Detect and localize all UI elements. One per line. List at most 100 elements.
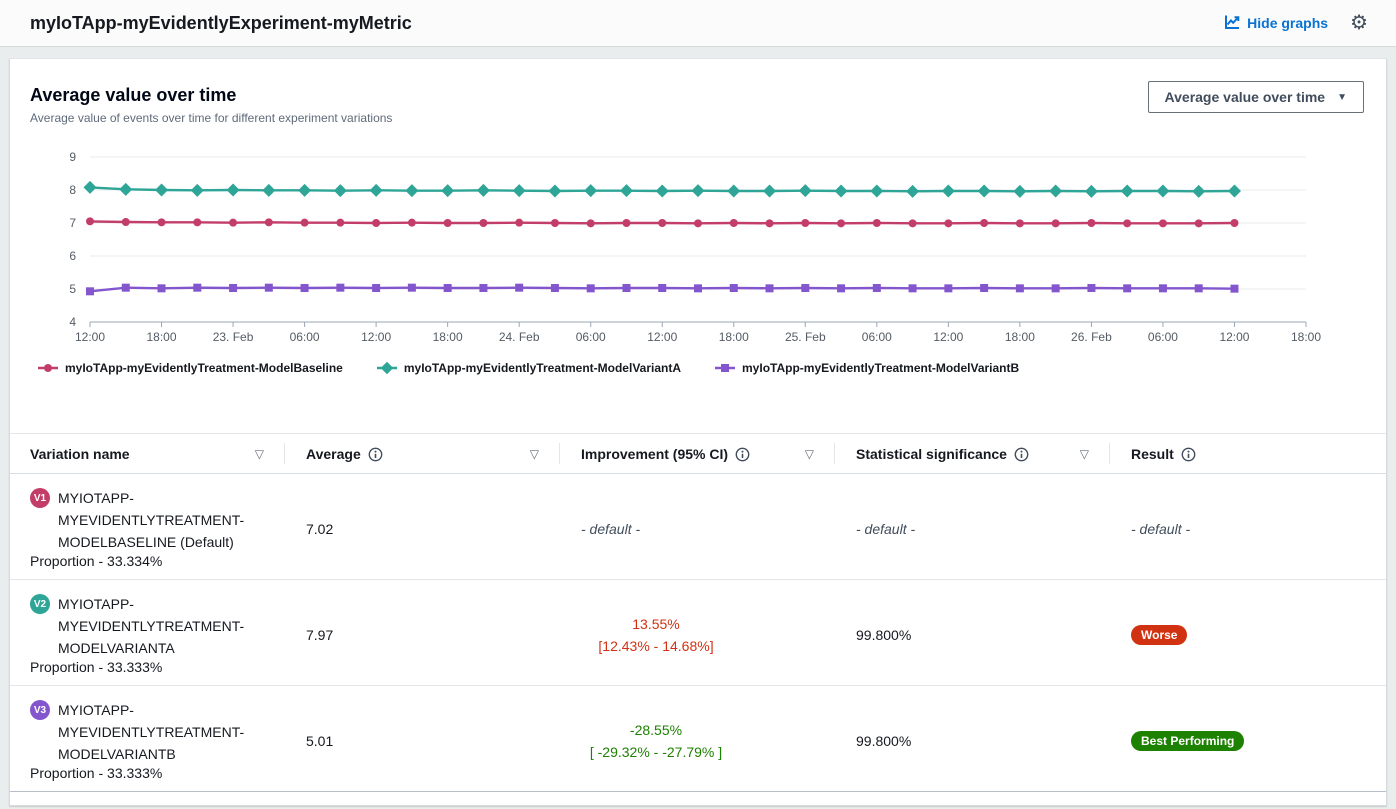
svg-text:12:00: 12:00 xyxy=(647,330,677,344)
improvement-value: -28.55% [ -29.32% - -27.79% ] xyxy=(581,719,731,763)
svg-text:9: 9 xyxy=(69,150,76,164)
variation-name-line: MYEVIDENTLYTREATMENT- xyxy=(58,512,245,528)
column-label: Variation name xyxy=(30,445,130,462)
column-header-improvement-95-ci-: Improvement (95% CI) ▽ xyxy=(559,434,834,473)
average-value: 7.97 xyxy=(306,627,334,643)
table-row: V1 MYIOTAPP- MYEVIDENTLYTREATMENT- MODELBAS… xyxy=(10,474,1386,580)
variation-name-line: MYIOTAPP- xyxy=(58,490,134,506)
variation-name-cell: V3 MYIOTAPP- MYEVIDENTLYTREATMENT- MODELVAR… xyxy=(10,686,284,796)
improvement-cell: -28.55% [ -29.32% - -27.79% ] xyxy=(559,686,834,796)
significance-value: 99.800% xyxy=(856,733,912,749)
result-badge: Worse xyxy=(1131,625,1188,645)
sort-icon[interactable]: ▽ xyxy=(804,446,814,461)
improvement-cell: 13.55% [12.43% - 14.68%] xyxy=(559,580,834,690)
variation-name-line: MODELVARIANTB xyxy=(58,746,176,762)
svg-text:6: 6 xyxy=(69,249,76,263)
variation-name: MYIOTAPP- MYEVIDENTLYTREATMENT- MODELVARIA… xyxy=(58,699,244,765)
variation-name-line: MYIOTAPP- xyxy=(58,702,134,718)
variation-name-line: MODELVARIANTA xyxy=(58,640,175,656)
svg-text:18:00: 18:00 xyxy=(147,330,177,344)
average-value: 7.02 xyxy=(306,521,334,537)
page-title: myIoTApp-myEvidentlyExperiment-myMetric xyxy=(30,12,412,33)
info-icon[interactable] xyxy=(1014,447,1029,462)
timeseries-chart: 4 5 6 7 8 9 12:00 18:00 23. Feb 06:00 12:00 18:00 24… xyxy=(69,150,1321,344)
line-chart-icon xyxy=(1224,14,1240,33)
significance-cell: 99.800% xyxy=(834,686,1109,796)
variation-name: MYIOTAPP- MYEVIDENTLYTREATMENT- MODELVARIA… xyxy=(58,593,244,659)
svg-text:24. Feb: 24. Feb xyxy=(499,330,540,344)
column-label: Improvement (95% CI) xyxy=(581,445,729,462)
table-header: Variation name ▽ Average ▽ Improvement (95% … xyxy=(10,434,1386,474)
table-row: V3 MYIOTAPP- MYEVIDENTLYTREATMENT- MODELVAR… xyxy=(10,686,1386,792)
metric-widget-card: Average value over time Average value of… xyxy=(9,58,1387,806)
svg-text:12:00: 12:00 xyxy=(75,330,105,344)
variation-name-line: MODELBASELINE (Default) xyxy=(58,534,234,550)
result-cell: Worse xyxy=(1109,580,1386,690)
column-header-result: Result xyxy=(1109,434,1386,473)
variation-name-line: MYIOTAPP- xyxy=(58,596,134,612)
svg-text:18:00: 18:00 xyxy=(719,330,749,344)
info-icon[interactable] xyxy=(1181,447,1196,462)
top-actions: Hide graphs ⚙ xyxy=(1224,13,1368,33)
settings-gear-icon[interactable]: ⚙ xyxy=(1350,12,1368,34)
chart-title: Average value over time xyxy=(30,85,237,105)
column-label: Result xyxy=(1131,445,1174,462)
result-badge: Best Performing xyxy=(1131,731,1245,751)
top-bar: myIoTApp-myEvidentlyExperiment-myMetric … xyxy=(0,0,1396,47)
results-table: Variation name ▽ Average ▽ Improvement (95% … xyxy=(10,433,1386,792)
average-cell: 7.97 xyxy=(284,580,559,690)
variation-badge: V1 xyxy=(30,488,50,508)
significance-value: - default - xyxy=(856,521,916,537)
chart-legend: myIoTApp-myEvidentlyTreatment-ModelBasel… xyxy=(38,361,1366,375)
legend-label: myIoTApp-myEvidentlyTreatment-ModelBasel… xyxy=(65,361,343,375)
improvement-ci: [ -29.32% - -27.79% ] xyxy=(589,744,723,760)
variation-name-wrap: V1 MYIOTAPP- MYEVIDENTLYTREATMENT- MODELBAS… xyxy=(30,487,274,553)
proportion-label: Proportion - 33.334% xyxy=(30,553,163,569)
average-value: 5.01 xyxy=(306,733,334,749)
table-row: V2 MYIOTAPP- MYEVIDENTLYTREATMENT- MODELVAR… xyxy=(10,580,1386,686)
variation-badge: V3 xyxy=(30,700,50,720)
improvement-default-value: - default - xyxy=(581,521,641,537)
variation-name-cell: V1 MYIOTAPP- MYEVIDENTLYTREATMENT- MODELBAS… xyxy=(10,474,284,584)
table-body: V1 MYIOTAPP- MYEVIDENTLYTREATMENT- MODELBAS… xyxy=(10,474,1386,792)
improvement-percent: 13.55% xyxy=(632,616,680,632)
average-cell: 5.01 xyxy=(284,686,559,796)
column-label: Average xyxy=(306,445,361,462)
variation-name-wrap: V2 MYIOTAPP- MYEVIDENTLYTREATMENT- MODELVAR… xyxy=(30,593,274,659)
sort-icon[interactable]: ▽ xyxy=(529,446,539,461)
variation-name-wrap: V3 MYIOTAPP- MYEVIDENTLYTREATMENT- MODELVAR… xyxy=(30,699,274,765)
metric-select-dropdown[interactable]: Average value over time ▼ xyxy=(1147,81,1364,113)
column-header-average: Average ▽ xyxy=(284,434,559,473)
proportion-label: Proportion - 33.333% xyxy=(30,765,163,781)
significance-cell: 99.800% xyxy=(834,580,1109,690)
info-icon[interactable] xyxy=(735,447,750,462)
improvement-ci: [12.43% - 14.68%] xyxy=(598,638,714,654)
info-icon[interactable] xyxy=(368,447,383,462)
sort-icon[interactable]: ▽ xyxy=(254,446,264,461)
svg-text:06:00: 06:00 xyxy=(290,330,320,344)
svg-text:12:00: 12:00 xyxy=(361,330,391,344)
legend-label: myIoTApp-myEvidentlyTreatment-ModelVaria… xyxy=(403,361,682,375)
svg-text:4: 4 xyxy=(69,315,76,329)
legend-item[interactable]: myIoTApp-myEvidentlyTreatment-ModelVaria… xyxy=(376,361,682,375)
legend-item[interactable]: myIoTApp-myEvidentlyTreatment-ModelBasel… xyxy=(38,361,343,375)
svg-text:06:00: 06:00 xyxy=(576,330,606,344)
column-label: Statistical significance xyxy=(856,445,1007,462)
variation-name-cell: V2 MYIOTAPP- MYEVIDENTLYTREATMENT- MODELVAR… xyxy=(10,580,284,690)
svg-text:06:00: 06:00 xyxy=(1148,330,1178,344)
legend-item[interactable]: myIoTApp-myEvidentlyTreatment-ModelVaria… xyxy=(715,361,1019,375)
hide-graphs-button[interactable]: Hide graphs xyxy=(1224,14,1328,33)
column-header-statistical-significance: Statistical significance ▽ xyxy=(834,434,1109,473)
metric-dropdown-label: Average value over time xyxy=(1164,89,1326,105)
result-cell: Best Performing xyxy=(1109,686,1386,796)
chevron-down-icon: ▼ xyxy=(1337,91,1347,103)
legend-square-marker-icon xyxy=(715,364,736,372)
svg-text:18:00: 18:00 xyxy=(1291,330,1321,344)
column-header-variation-name: Variation name ▽ xyxy=(10,434,284,473)
hide-graphs-label: Hide graphs xyxy=(1247,15,1329,31)
sort-icon[interactable]: ▽ xyxy=(1079,446,1089,461)
svg-text:12:00: 12:00 xyxy=(933,330,963,344)
proportion-label: Proportion - 33.333% xyxy=(30,659,163,675)
chart-section: Average value over time Average value of… xyxy=(10,59,1386,375)
svg-text:12:00: 12:00 xyxy=(1219,330,1249,344)
